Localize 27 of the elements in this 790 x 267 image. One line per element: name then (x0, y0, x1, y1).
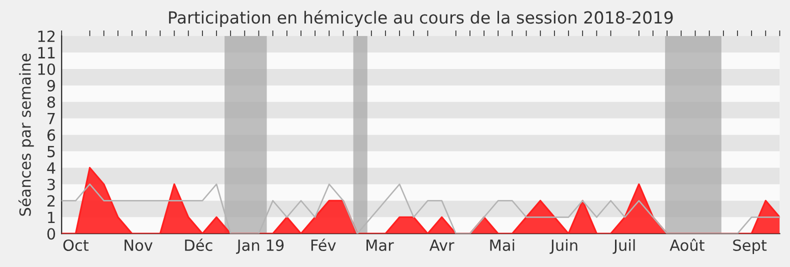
y-axis-title: Séances par semaine (18, 54, 34, 216)
x-tick-label: Jan 19 (236, 239, 284, 254)
y-tick-label: 0 (47, 228, 56, 240)
x-tick-label: Août (670, 238, 704, 252)
y-tick-label: 8 (47, 96, 56, 108)
chart-title: Participation en hémicycle au cours de la session 2018-2019 (169, 10, 673, 28)
x-tick-label: Nov (124, 240, 153, 252)
y-tick-label: 7 (48, 113, 55, 124)
x-tick-label: Juin (550, 239, 578, 254)
y-tick-label: 2 (47, 195, 55, 206)
x-tick-label: Juil (612, 239, 635, 254)
y-tick-label: 5 (48, 146, 55, 158)
y-tick-label: 9 (47, 80, 55, 92)
x-tick-label: Oct (63, 239, 89, 252)
x-tick-label: Mar (366, 240, 394, 252)
y-tick-label: 12 (38, 30, 55, 42)
y-tick-label: 6 (47, 129, 56, 141)
x-tick-label: Avr (429, 240, 454, 251)
y-tick-label: 10 (38, 63, 56, 75)
y-tick-label: 3 (48, 178, 55, 190)
y-tick-label: 4 (47, 162, 56, 174)
x-tick-label: Fév (311, 238, 336, 252)
x-tick-label: Mai (490, 239, 514, 252)
y-tick-label: 1 (48, 212, 55, 223)
y-tick-label: 11 (38, 47, 55, 58)
x-tick-label: Déc (185, 238, 212, 252)
x-tick-label: Sept (733, 239, 767, 254)
